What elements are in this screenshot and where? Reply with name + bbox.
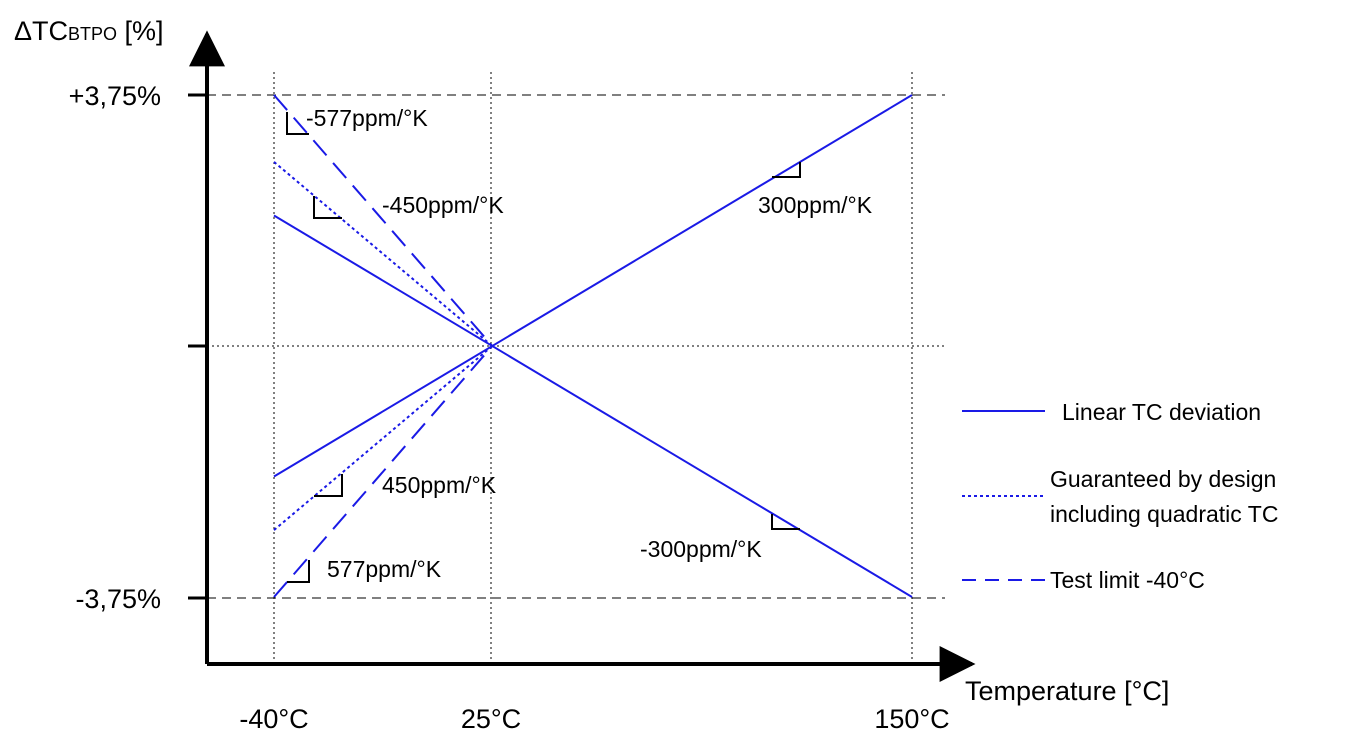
legend-label-test-limit: Test limit -40°C bbox=[1050, 567, 1205, 593]
legend-label-linear: Linear TC deviation bbox=[1062, 399, 1261, 425]
annotation-minus300: -300ppm/°K bbox=[640, 536, 762, 562]
y-axis-title-main: ΔTC bbox=[14, 16, 68, 46]
series-solid-line-1 bbox=[273, 94, 913, 478]
y-axis-title-unit: [%] bbox=[117, 16, 164, 46]
y-axis-title: ΔTCBTPO [%] bbox=[14, 16, 164, 46]
slope-marker-minus300 bbox=[771, 514, 800, 530]
x-axis-title: Temperature [°C] bbox=[965, 676, 1169, 706]
legend-label-guaranteed-line2: including quadratic TC bbox=[1050, 501, 1278, 527]
series-dashed-line-1 bbox=[273, 94, 494, 347]
series-dotted-line-1 bbox=[273, 161, 493, 347]
slope-marker-577 bbox=[287, 560, 310, 583]
annotation-577: 577ppm/°K bbox=[327, 556, 442, 582]
series-dotted-line-2 bbox=[273, 345, 493, 531]
x-tick-label-25: 25°C bbox=[461, 704, 521, 734]
annotation-450: 450ppm/°K bbox=[382, 472, 497, 498]
annotation-minus577: -577ppm/°K bbox=[306, 105, 428, 131]
slope-marker-minus577 bbox=[286, 112, 309, 135]
x-tick-label-minus40: -40°C bbox=[239, 704, 308, 734]
annotation-300: 300ppm/°K bbox=[758, 192, 873, 218]
series-dashed-line-2 bbox=[273, 345, 494, 598]
x-tick-label-150: 150°C bbox=[874, 704, 949, 734]
axes bbox=[188, 30, 976, 682]
y-axis-title-sub: BTPO bbox=[68, 24, 117, 44]
slope-marker-300 bbox=[772, 162, 801, 178]
grid-lines bbox=[207, 72, 945, 664]
slope-marker-450 bbox=[314, 474, 343, 497]
series-layer bbox=[273, 94, 913, 598]
legend: Linear TC deviation Guaranteed by design… bbox=[962, 399, 1278, 593]
slope-markers bbox=[286, 112, 801, 583]
series-solid-line-2 bbox=[273, 214, 913, 598]
slope-marker-minus450 bbox=[313, 196, 342, 219]
y-tick-label-bottom: -3,75% bbox=[75, 584, 161, 614]
y-tick-label-top: +3,75% bbox=[69, 81, 161, 111]
legend-label-guaranteed-line1: Guaranteed by design bbox=[1050, 466, 1276, 492]
annotation-minus450: -450ppm/°K bbox=[382, 192, 504, 218]
